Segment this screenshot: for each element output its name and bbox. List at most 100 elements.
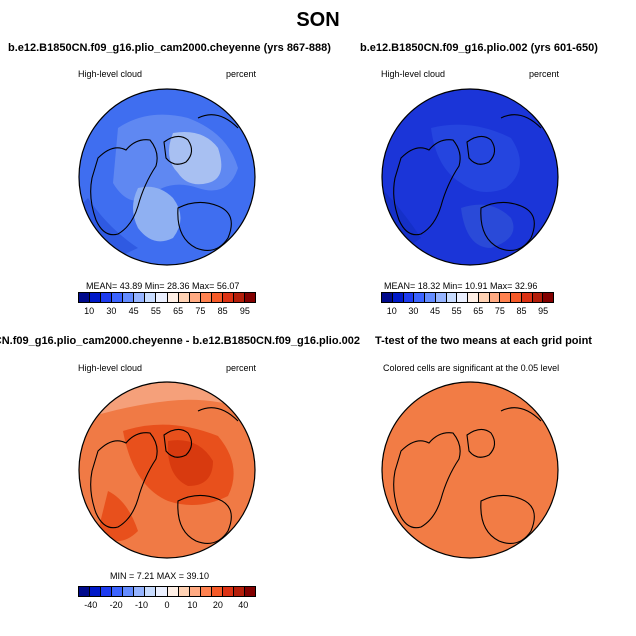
colorbar-cell — [200, 293, 212, 302]
map-border — [78, 381, 256, 559]
coastline — [197, 407, 239, 422]
colorbar-tick-label: 45 — [128, 306, 139, 316]
colorbar-cell — [532, 293, 544, 302]
colorbar-cell — [489, 293, 501, 302]
colorbar-cell — [244, 587, 255, 596]
colorbar-cell — [178, 587, 190, 596]
cloud-region — [461, 204, 514, 248]
panel-1-title: b.e12.B1850CN.f09_g16.plio_cam2000.cheye… — [8, 42, 331, 54]
coastline — [393, 139, 461, 236]
colorbar-cell — [222, 293, 234, 302]
panel-4-title: T-test of the two means at each grid poi… — [375, 335, 592, 347]
colorbar-cell — [167, 293, 179, 302]
colorbar-tick-label: 45 — [430, 306, 441, 316]
map-border — [381, 381, 559, 559]
colorbar-tick-label: 85 — [516, 306, 527, 316]
coastline — [177, 201, 232, 251]
panel-2-title: b.e12.B1850CN.f09_g16.plio.002 (yrs 601-… — [360, 42, 598, 54]
colorbar-cell — [178, 293, 190, 302]
colorbar-tick-label: 75 — [195, 306, 206, 316]
colorbar-tick-label: -20 — [109, 600, 123, 610]
colorbar-cell — [468, 293, 479, 302]
colorbar-cell — [244, 293, 255, 302]
colorbar-cell — [446, 293, 458, 302]
colorbar-cell — [211, 587, 223, 596]
cloud-region — [167, 440, 213, 486]
colorbar-1-ticks: 10 30 45 55 65 75 85 95 — [78, 306, 256, 318]
colorbar-cell — [79, 587, 91, 596]
cloud-region — [133, 186, 181, 242]
panel-3-units: percent — [226, 363, 257, 373]
colorbar-tick-label: 30 — [106, 306, 117, 316]
colorbar-tick-label: 10 — [187, 600, 198, 610]
colorbar-cell — [134, 587, 146, 596]
colorbar-cell — [90, 293, 102, 302]
colorbar-tick-label: -40 — [84, 600, 98, 610]
coastline — [177, 494, 232, 544]
colorbar-cell — [112, 293, 124, 302]
colorbar-3-ticks: -40 -20 -10 0 10 20 40 — [78, 600, 256, 612]
colorbar-cell — [189, 293, 201, 302]
cloud-region — [169, 132, 222, 185]
colorbar-cell — [211, 293, 223, 302]
colorbar-cell — [233, 587, 245, 596]
page-title: SON — [296, 9, 340, 31]
coastline — [466, 428, 496, 458]
colorbar-cell — [425, 293, 436, 302]
map-border — [78, 88, 256, 266]
colorbar-cell — [200, 587, 212, 596]
panel-4-map — [381, 381, 559, 559]
colorbar-cell — [189, 587, 201, 596]
colorbar-cell — [101, 587, 113, 596]
colorbar-cell — [511, 293, 522, 302]
colorbar-cell — [145, 293, 157, 302]
panel-3-stats: MIN = 7.21 MAX = 39.10 — [110, 571, 210, 581]
colorbar-3 — [78, 586, 256, 597]
coastline — [480, 201, 535, 251]
colorbar-tick-label: 0 — [164, 600, 170, 610]
colorbar-cell — [543, 293, 553, 302]
panel-1-variable: High-level cloud — [78, 69, 143, 79]
colorbar-cell — [392, 293, 404, 302]
coastline — [163, 135, 193, 165]
colorbar-cell — [222, 587, 234, 596]
colorbar-cell — [435, 293, 447, 302]
colorbar-cell — [134, 293, 146, 302]
coastline — [466, 135, 496, 165]
coastline — [500, 114, 542, 129]
colorbar-cell — [145, 587, 157, 596]
colorbar-cell — [457, 293, 468, 302]
colorbar-cell — [521, 293, 533, 302]
panel-1-map — [78, 88, 256, 266]
coastline — [500, 407, 542, 422]
coastline — [393, 432, 461, 529]
panel-1-stats: MEAN= 43.89 Min= 28.36 Max= 56.07 — [86, 281, 240, 291]
colorbar-cell — [414, 293, 425, 302]
coastline — [480, 494, 535, 544]
colorbar-cell — [123, 587, 135, 596]
panel-2-units: percent — [529, 69, 560, 79]
panel-2-stats: MEAN= 18.32 Min= 10.91 Max= 32.96 — [384, 281, 538, 291]
coastline — [197, 114, 239, 129]
colorbar-tick-label: 75 — [494, 306, 505, 316]
colorbar-tick-label: 10 — [84, 306, 95, 316]
coastline — [90, 432, 158, 529]
colorbar-1 — [78, 292, 256, 303]
colorbar-cell — [156, 293, 168, 302]
colorbar-tick-label: 65 — [473, 306, 484, 316]
colorbar-tick-label: 55 — [451, 306, 462, 316]
coastline — [90, 139, 158, 236]
colorbar-tick-label: 30 — [408, 306, 419, 316]
colorbar-cell — [79, 293, 91, 302]
colorbar-cell — [112, 587, 124, 596]
panel-2-variable: High-level cloud — [381, 69, 446, 79]
map-base — [382, 382, 558, 558]
colorbar-cell — [90, 587, 102, 596]
colorbar-cell — [403, 293, 415, 302]
panel-1-units: percent — [226, 69, 257, 79]
colorbar-tick-label: 20 — [212, 600, 223, 610]
colorbar-2-ticks: 10 30 45 55 65 75 85 95 — [381, 306, 554, 318]
colorbar-cell — [478, 293, 490, 302]
colorbar-2 — [381, 292, 554, 303]
colorbar-tick-label: 65 — [173, 306, 184, 316]
